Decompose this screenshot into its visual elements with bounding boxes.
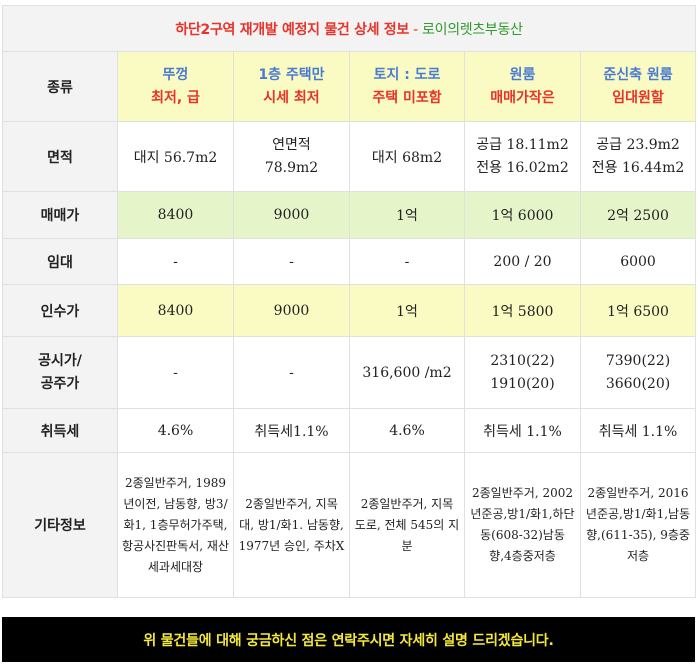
tax-cell: 취득세 1.1%: [579, 408, 697, 453]
rent-cell: 6000: [579, 238, 697, 285]
official-price-value: 1910(20): [490, 375, 555, 392]
row-label-rent: 임대: [2, 238, 118, 285]
area-value: 전용 16.02m2: [476, 159, 569, 176]
official-price-cell: 7390(22) 3660(20): [579, 336, 697, 409]
official-price-value: -: [289, 364, 294, 381]
official-price-cell: -: [117, 336, 234, 409]
column-header-line2: 시세 최저: [263, 89, 320, 106]
area-value: 전용 16.44m2: [591, 159, 685, 176]
area-cell: 대지 68m2: [349, 121, 465, 192]
etc-info-cell: 2종일반주거, 2016년준공,방1/화1,남동향,(611-35), 9층중저…: [579, 452, 697, 598]
takeover-price-cell: 1억 5800: [464, 284, 581, 337]
area-cell: 공급 18.11m2 전용 16.02m2: [464, 121, 581, 192]
column-header-line1: 토지 : 도로: [373, 66, 441, 83]
table-title: 하단2구역 재개발 예정지 물건 상세 정보 - 로이의렛츠부동산: [1, 5, 697, 52]
etc-info-cell: 2종일반주거, 지목 도로, 전체 545의 지분: [349, 452, 465, 598]
area-cell: 연면적 78.9m2: [233, 121, 350, 192]
column-header-line1: 준신축 원룸: [603, 66, 673, 83]
area-cell: 공급 23.9m2 전용 16.44m2: [579, 121, 697, 192]
area-value: 대지 68m2: [371, 149, 443, 166]
takeover-price-cell: 9000: [233, 284, 350, 337]
column-header-line2: 최저, 급: [151, 89, 200, 106]
column-header-line1: 1층 주택만: [258, 66, 325, 83]
etc-info-cell: 2종일반주거, 1989년이전, 남동향, 방3/화1, 1층무허가주택, 항공…: [117, 452, 234, 598]
row-label-official: 공시가/공주가: [2, 336, 118, 409]
row-label-area: 면적: [2, 121, 118, 192]
row-label-etc: 기타정보: [2, 452, 118, 598]
official-price-cell: 2310(22) 1910(20): [464, 336, 581, 409]
sale-price-cell: 1억 6000: [464, 191, 581, 239]
tax-cell: 4.6%: [117, 408, 234, 453]
area-value: 공급 18.11m2: [476, 136, 569, 153]
area-value: 공급 23.9m2: [596, 136, 680, 153]
tax-cell: 취득세 1.1%: [464, 408, 581, 453]
official-price-cell: -: [233, 336, 350, 409]
row-label-takeover: 인수가: [2, 284, 118, 337]
row-label-official-line1: 공시가/: [38, 352, 82, 369]
etc-info-cell: 2종일반주거, 지목 대, 방1/화1. 남동향, 1977년 승인, 주차X: [233, 452, 350, 598]
rent-cell: -: [117, 238, 234, 285]
row-label-sale: 매매가: [2, 191, 118, 239]
row-label-official-line2: 공주가: [40, 375, 80, 392]
column-header-line2: 임대원할: [612, 89, 664, 106]
sale-price-cell: 8400: [117, 191, 234, 239]
official-price-value: 316,600 /m2: [362, 364, 452, 381]
official-price-cell: 316,600 /m2: [349, 336, 465, 409]
sale-price-cell: 9000: [233, 191, 350, 239]
title-main: 하단2구역 재개발 예정지 물건 상세 정보: [175, 21, 409, 38]
row-label-tax: 취득세: [2, 408, 118, 453]
official-price-value: 2310(22): [490, 352, 555, 369]
rent-cell: 200 / 20: [464, 238, 581, 285]
contact-footer-banner: 위 물건들에 대해 궁금하신 점은 연락주시면 자세히 설명 드리겠습니다.: [2, 617, 695, 662]
official-price-value: 3660(20): [605, 375, 671, 392]
row-label-type: 종류: [2, 51, 118, 122]
column-header-line2: 주택 미포함: [372, 89, 442, 106]
area-cell: 대지 56.7m2: [117, 121, 234, 192]
column-header-line1: 뚜껑: [162, 66, 189, 83]
official-price-value: -: [173, 364, 178, 381]
takeover-price-cell: 1억 6500: [579, 284, 697, 337]
takeover-price-cell: 8400: [117, 284, 234, 337]
tax-cell: 4.6%: [349, 408, 465, 453]
title-agency: 로이의렛츠부동산: [422, 21, 523, 38]
sale-price-cell: 1억: [349, 191, 465, 239]
column-header-line2: 매매가작은: [490, 89, 555, 106]
takeover-price-cell: 1억: [349, 284, 465, 337]
column-header-line1: 원룸: [509, 66, 536, 83]
etc-info-cell: 2종일반주거, 2002년준공,방1/화1,하단동(608-32)남동향,4층중…: [464, 452, 581, 598]
tax-cell: 취득세1.1%: [233, 408, 350, 453]
area-value: 78.9m2: [264, 159, 319, 176]
rent-cell: -: [349, 238, 465, 285]
official-price-value: 7390(22): [605, 352, 671, 369]
rent-cell: -: [233, 238, 350, 285]
area-value: 대지 56.7m2: [133, 149, 218, 166]
sale-price-cell: 2억 2500: [579, 191, 697, 239]
area-value: 연면적: [272, 136, 311, 153]
title-separator: -: [408, 21, 423, 38]
